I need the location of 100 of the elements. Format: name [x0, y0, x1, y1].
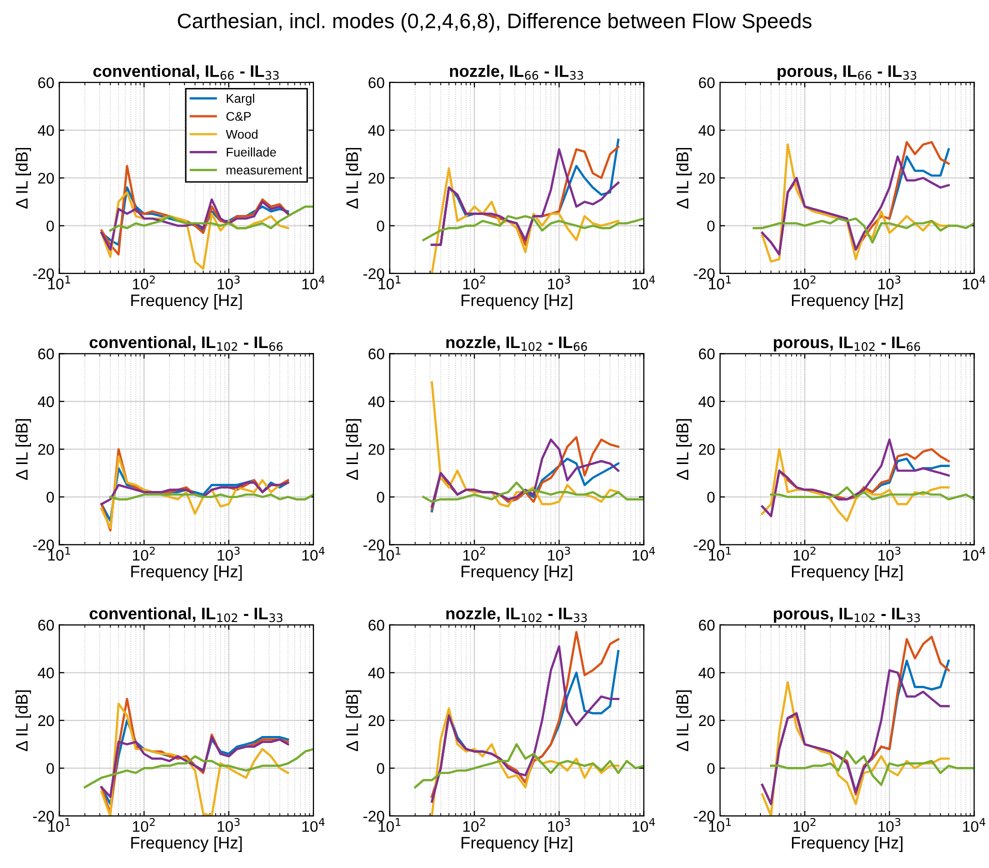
y-tick-label: 60: [368, 620, 384, 631]
y-tick-label: 40: [38, 668, 54, 678]
y-axis-title: Δ IL [dB]: [676, 419, 692, 480]
x-tick-label: 10$^{2}$: [463, 818, 486, 832]
x-axis-title: Frequency [Hz]: [462, 836, 572, 852]
y-tick-label: 40: [38, 125, 54, 136]
chart-title: nozzle, IL$_{66}$ - IL$_{33}$: [450, 64, 584, 80]
x-tick-label: 10$^{3}$: [878, 275, 900, 290]
y-tick-label: 40: [368, 125, 384, 136]
y-tick-label: 20: [698, 172, 715, 184]
y-tick-label: 60: [698, 620, 715, 631]
y-axis-title: Δ IL [dB]: [15, 419, 32, 480]
line-series: [100, 198, 290, 251]
x-tick-label: 10$^{2}$: [463, 546, 486, 561]
y-tick-label: 60: [38, 620, 54, 631]
x-tick-label: 10$^{4}$: [302, 276, 325, 290]
line-series: [761, 681, 950, 816]
y-tick-label: 60: [698, 77, 715, 88]
y-tick-label: 0: [376, 492, 384, 503]
x-tick-label: 10$^{4}$: [302, 546, 325, 561]
y-tick-label: 60: [38, 77, 54, 88]
y-axis-title: Δ IL [dB]: [676, 690, 692, 752]
legend-label: Kargl: [226, 94, 254, 106]
y-tick-label: 20: [38, 172, 54, 184]
x-tick-label: 10$^{4}$: [963, 818, 986, 832]
chart-title: nozzle, IL$_{102}$ - IL$_{66}$: [446, 336, 588, 351]
y-tick-label: 0: [707, 220, 715, 232]
y-tick-label: 60: [368, 348, 384, 360]
x-tick-label: 10$^{2}$: [794, 818, 816, 832]
x-axis-title: Frequency [Hz]: [131, 565, 242, 581]
x-axis-title: Frequency [Hz]: [462, 565, 572, 581]
legend-label: Fueillade: [226, 147, 276, 157]
legend-label: Wood: [226, 130, 258, 139]
x-tick-label: 10$^{2}$: [132, 818, 155, 832]
y-tick-label: 20: [368, 172, 384, 184]
chart-title: porous, IL$_{102}$ - IL$_{66}$: [774, 336, 920, 352]
y-axis-title: Δ IL [dB]: [346, 148, 362, 209]
line-series: [752, 217, 974, 244]
x-tick-label: 10$^{4}$: [632, 546, 655, 561]
y-axis-title: Δ IL [dB]: [676, 148, 692, 209]
y-tick-label: 20: [38, 715, 54, 726]
line-series: [430, 381, 620, 508]
x-axis-title: Frequency [Hz]: [131, 294, 242, 310]
y-tick-label: 40: [698, 125, 715, 136]
line-series: [430, 167, 620, 274]
x-axis-title: Frequency [Hz]: [131, 836, 242, 852]
line-series: [761, 669, 950, 806]
chart-title: conventional, IL$_{66}$ - IL$_{33}$: [93, 64, 279, 80]
chart-title: porous, IL$_{102}$ - IL$_{33}$: [774, 608, 920, 623]
y-axis-title: Δ IL [dB]: [346, 690, 362, 752]
x-tick-label: 10$^{2}$: [132, 546, 155, 561]
x-tick-label: 10$^{4}$: [963, 546, 986, 561]
x-tick-label: 10$^{3}$: [218, 275, 240, 290]
x-tick-label: 10$^{3}$: [548, 546, 570, 561]
line-series: [109, 206, 314, 232]
x-tick-label: 10$^{2}$: [132, 275, 155, 290]
y-axis-title: Δ IL [dB]: [346, 419, 362, 480]
y-tick-label: 40: [38, 396, 54, 408]
y-tick-label: 20: [368, 715, 384, 726]
line-series: [100, 482, 290, 506]
line-series: [888, 148, 950, 220]
y-tick-label: 60: [38, 348, 54, 360]
x-tick-label: 10$^{4}$: [632, 276, 655, 290]
y-tick-label: 0: [707, 763, 715, 774]
x-tick-label: 10$^{4}$: [963, 276, 986, 290]
y-tick-label: 20: [368, 444, 384, 455]
legend-label: C&P: [226, 112, 251, 121]
line-series: [422, 482, 644, 503]
y-tick-label: 40: [368, 396, 384, 408]
y-tick-label: 40: [698, 668, 715, 678]
line-series: [422, 215, 644, 242]
chart-title: nozzle, IL$_{102}$ - IL$_{33}$: [446, 607, 587, 622]
y-tick-label: 40: [698, 396, 715, 408]
x-axis-title: Frequency [Hz]: [792, 294, 902, 310]
x-axis-title: Frequency [Hz]: [792, 565, 902, 581]
line-series: [430, 707, 620, 816]
x-axis-title: Frequency [Hz]: [462, 294, 572, 310]
y-tick-label: 20: [38, 444, 54, 455]
y-tick-label: 0: [46, 220, 54, 232]
y-tick-label: 0: [376, 763, 384, 774]
chart-title: porous, IL$_{66}$ - IL$_{33}$: [778, 65, 916, 80]
chart-title: conventional, IL$_{102}$ - IL$_{33}$: [90, 607, 282, 622]
x-tick-label: 10$^{3}$: [878, 546, 900, 561]
x-axis-title: Frequency [Hz]: [792, 836, 902, 852]
x-tick-label: 10$^{3}$: [548, 818, 570, 832]
line-series: [770, 750, 974, 786]
x-tick-label: 10$^{3}$: [548, 275, 570, 290]
y-tick-label: 0: [46, 492, 54, 503]
y-tick-label: 60: [368, 77, 384, 88]
x-tick-label: 10$^{3}$: [218, 818, 240, 832]
y-tick-label: 20: [698, 444, 715, 455]
y-tick-label: 0: [46, 763, 54, 774]
line-series: [84, 748, 314, 788]
line-series: [100, 736, 290, 798]
y-axis-title: Δ IL [dB]: [15, 690, 32, 752]
x-tick-label: 10$^{4}$: [302, 818, 325, 832]
x-tick-label: 10$^{3}$: [218, 546, 240, 561]
y-tick-label: 20: [698, 715, 715, 726]
x-tick-label: 10$^{2}$: [794, 275, 816, 290]
x-tick-label: 10$^{3}$: [878, 818, 900, 832]
